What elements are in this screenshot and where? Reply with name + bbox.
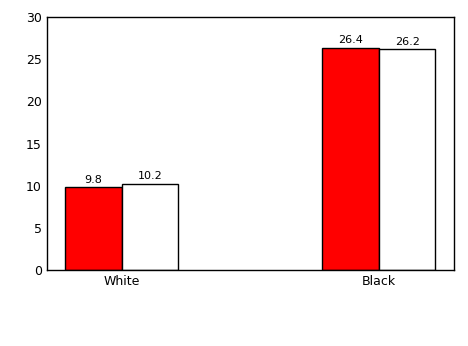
Bar <box>66 188 122 270</box>
Text: 26.2: 26.2 <box>395 37 420 47</box>
Text: 26.4: 26.4 <box>338 35 363 45</box>
Bar <box>122 184 178 270</box>
Text: 9.8: 9.8 <box>85 175 102 185</box>
Text: 10.2: 10.2 <box>138 172 162 182</box>
Bar <box>322 48 379 270</box>
Bar <box>379 49 435 270</box>
